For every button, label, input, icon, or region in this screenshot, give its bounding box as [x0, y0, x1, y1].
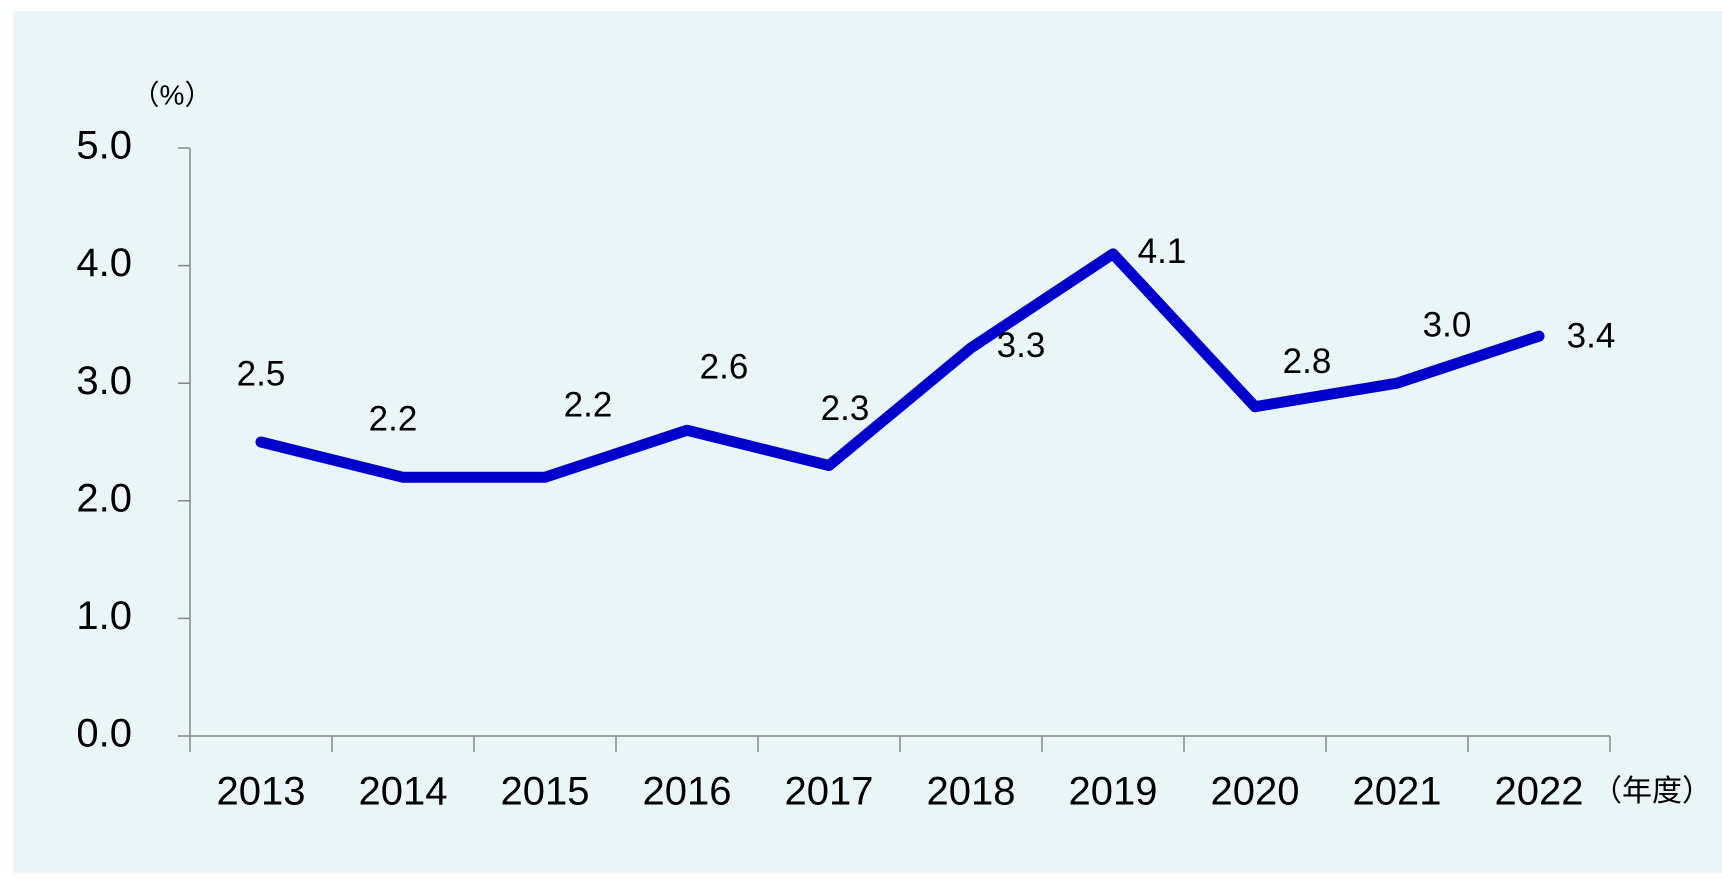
x-tick-label: 2019	[1069, 770, 1158, 814]
x-tick-label: 2018	[927, 770, 1016, 814]
x-tick-label: 2013	[217, 770, 306, 814]
data-label: 3.3	[997, 326, 1046, 365]
data-label: 2.8	[1283, 342, 1332, 381]
x-tick-label: 2015	[501, 770, 590, 814]
y-tick-label: 4.0	[76, 241, 132, 285]
data-label: 2.3	[821, 389, 870, 428]
data-label: 2.5	[237, 354, 286, 393]
x-tick-label: 2014	[359, 770, 448, 814]
data-label: 3.4	[1567, 316, 1616, 355]
y-tick-label: 5.0	[76, 124, 132, 168]
x-tick-label: 2022	[1495, 770, 1584, 814]
y-axis-label: （%）	[132, 79, 213, 110]
x-tick-label: 2016	[643, 770, 732, 814]
data-line	[255, 248, 1545, 483]
data-label: 2.2	[564, 386, 613, 425]
x-tick-label: 2017	[785, 770, 874, 814]
plot-background	[13, 11, 1722, 873]
x-tick-label: 2021	[1353, 770, 1442, 814]
y-tick-label: 2.0	[76, 476, 132, 520]
x-tick-label: 2020	[1211, 770, 1300, 814]
data-label: 3.0	[1423, 305, 1472, 344]
y-tick-label: 3.0	[76, 359, 132, 403]
x-axis-label: （年度）	[1592, 775, 1712, 808]
data-label: 2.2	[369, 400, 418, 439]
y-tick-label: 0.0	[76, 712, 132, 756]
y-tick-label: 1.0	[76, 594, 132, 638]
data-label: 2.6	[700, 347, 749, 386]
data-label: 4.1	[1138, 232, 1187, 271]
